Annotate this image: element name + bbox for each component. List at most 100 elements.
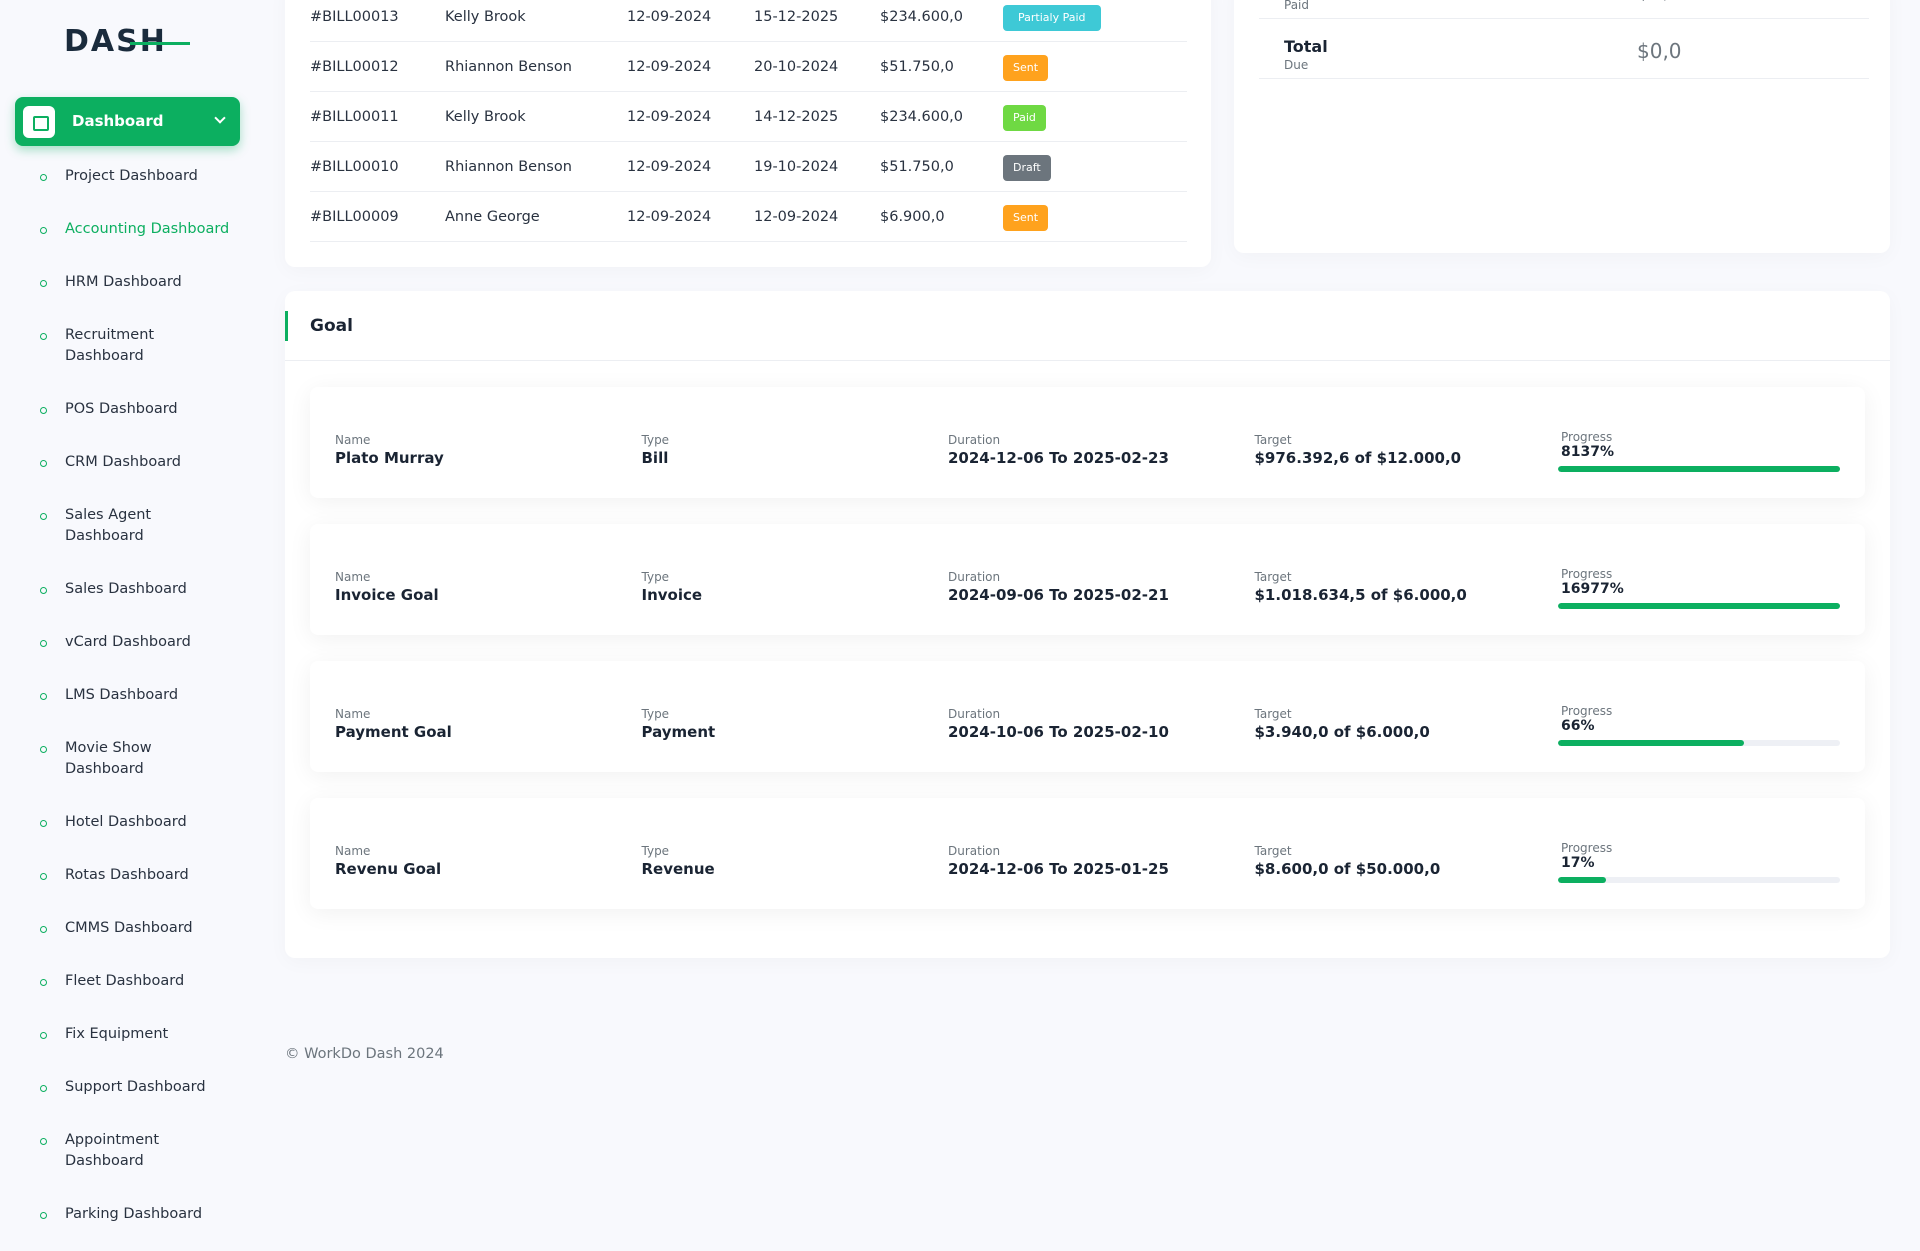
goal-name: Name Revenu Goal [335,844,441,878]
total-amount: $0,0 [1637,39,1682,63]
menu-item[interactable]: Sales Agent Dashboard [0,499,250,553]
menu-item[interactable]: Sales Dashboard [0,573,250,606]
menu-item[interactable]: POS Dashboard [0,393,250,426]
menu-item[interactable]: Recruitment Dashboard [0,319,250,373]
menu-item[interactable]: CMMS Dashboard [0,912,250,945]
goal-label: Duration [948,707,1001,721]
menu-item[interactable]: CRM Dashboard [0,446,250,479]
menu-item[interactable]: Fix Equipment [0,1018,250,1051]
status-badge: Draft [1003,155,1051,181]
goal-value: 16977% [1561,581,1624,597]
goal-value: Invoice [641,586,703,604]
bill-cell: 12-09-2024 [627,109,712,125]
goal-label: Progress [1561,567,1613,581]
goal-target: Target $976.392,6 of $12.000,0 [1255,433,1462,467]
bill-number: #BILL00013 [310,9,399,25]
bill-cell: 12-09-2024 [754,209,839,225]
goal-value: $3.940,0 of $6.000,0 [1254,723,1430,741]
home-icon [23,106,55,138]
goal-progress: Progress 66% [1561,704,1612,734]
total-item: Total Due $0,0 [1259,19,1869,79]
bill-row: #BILL00009 Anne George 12-09-2024 12-09-202… [310,192,1187,242]
total-sub: Due [1284,58,1309,72]
goal-label: Progress [1561,841,1613,855]
goal-value: 8137% [1561,444,1614,460]
menu-item[interactable]: Appointment Dashboard [0,1124,250,1178]
progress-track [1558,740,1840,746]
bill-cell: Kelly Brook [445,9,526,25]
bill-cell: 12-09-2024 [627,209,712,225]
total-sub: Paid [1284,0,1310,12]
goal-target: Target $1.018.634,5 of $6.000,0 [1255,570,1467,604]
menu-item[interactable]: Movie Show Dashboard [0,732,250,786]
goal-label: Target [1254,570,1292,584]
goal-label: Name [335,844,371,858]
bill-number: #BILL00011 [310,109,399,125]
bill-row: #BILL00011 Kelly Brook 12-09-2024 14-12-202… [310,92,1187,142]
goal-value: 17% [1561,855,1595,871]
goal-value: Revenu Goal [335,860,442,878]
goal-label: Name [335,570,371,584]
active-menu[interactable]: Dashboard [15,97,240,146]
goal-item: Name Revenu Goal Type Revenue Duration 2024-1… [310,798,1865,909]
bill-cell: 12-09-2024 [627,9,712,25]
goal-target: Target $8.600,0 of $50.000,0 [1255,844,1441,878]
menu-item[interactable]: Rotas Dashboard [0,859,250,892]
progress-track [1558,603,1840,609]
goal-type: Type Revenue [642,844,715,878]
menu-item[interactable]: Fleet Dashboard [0,965,250,998]
goal-value: $976.392,6 of $12.000,0 [1254,449,1462,467]
goal-label: Name [335,433,371,447]
goal-progress: Progress 16977% [1561,567,1624,597]
goal-label: Name [335,707,371,721]
bill-row: #BILL00013 Kelly Brook 12-09-2024 15-12-202… [310,0,1187,42]
logo-accent [130,42,190,45]
goal-value: 66% [1561,718,1595,734]
goal-label: Target [1254,707,1292,721]
active-menu-label: Dashboard [72,112,164,130]
total-amount: $0,0 [1637,0,1682,3]
bill-cell: 19-10-2024 [754,159,839,175]
bill-cell: $51.750,0 [880,59,954,75]
progress-track [1558,877,1840,883]
status-badge: Sent [1003,205,1049,231]
goal-item: Name Plato Murray Type Bill Duration 2024-12-… [310,387,1865,498]
menu-item[interactable]: Accounting Dashboard [0,213,250,246]
menu-item[interactable]: vCard Dashboard [0,626,250,659]
goal-label: Duration [948,570,1001,584]
bill-cell: 20-10-2024 [754,59,839,75]
bill-cell: 15-12-2025 [754,9,839,25]
goal-value: Revenue [641,860,715,878]
goal-item: Name Invoice Goal Type Invoice Duration 2024-… [310,524,1865,635]
total-item: TotalPaid$0,0 [1259,0,1869,19]
goal-value: 2024-09-06 To 2025-02-21 [948,586,1169,604]
goal-label: Duration [948,433,1001,447]
chevron [214,112,226,124]
goal-value: 2024-12-06 To 2025-01-25 [948,860,1169,878]
menu-item[interactable]: Parking Dashboard [0,1198,250,1231]
goal-value: Plato Murray [335,449,444,467]
goal-card: Goal Name Plato Murray Type Bill Duration 202… [285,291,1890,958]
bill-row: #BILL00010 Rhiannon Benson 12-09-2024 19-10… [310,142,1187,192]
bill-cell: $51.750,0 [880,159,954,175]
bill-cell: $234.600,0 [880,109,964,125]
bill-cell: Rhiannon Benson [445,59,572,75]
menu-item[interactable]: Hotel Dashboard [0,806,250,839]
body: DASH Dashboard Project Dashboard Accounti… [0,0,1890,1222]
goal-label: Target [1254,844,1292,858]
menu-item[interactable]: LMS Dashboard [0,679,250,712]
goal-item: Name Payment Goal Type Payment Duration 2024-… [310,661,1865,772]
menu-item[interactable]: Project Dashboard [0,160,250,193]
goal-duration: Duration 2024-09-06 To 2025-02-21 [948,570,1169,604]
progress-bar [1558,740,1745,746]
total-title: Total [1284,37,1328,56]
bill-cell: 12-09-2024 [627,159,712,175]
menu-item[interactable]: Support Dashboard [0,1071,250,1104]
bill-cell: $6.900,0 [880,209,945,225]
bill-cell: 12-09-2024 [627,59,712,75]
page: Dashboard { "sidebar": { "logo": "DASH",… [0,0,1890,1222]
bill-number: #BILL00012 [310,59,399,75]
menu-item[interactable]: HRM Dashboard [0,266,250,299]
goal-label: Progress [1561,704,1613,718]
goal-progress: Progress 8137% [1561,430,1614,460]
